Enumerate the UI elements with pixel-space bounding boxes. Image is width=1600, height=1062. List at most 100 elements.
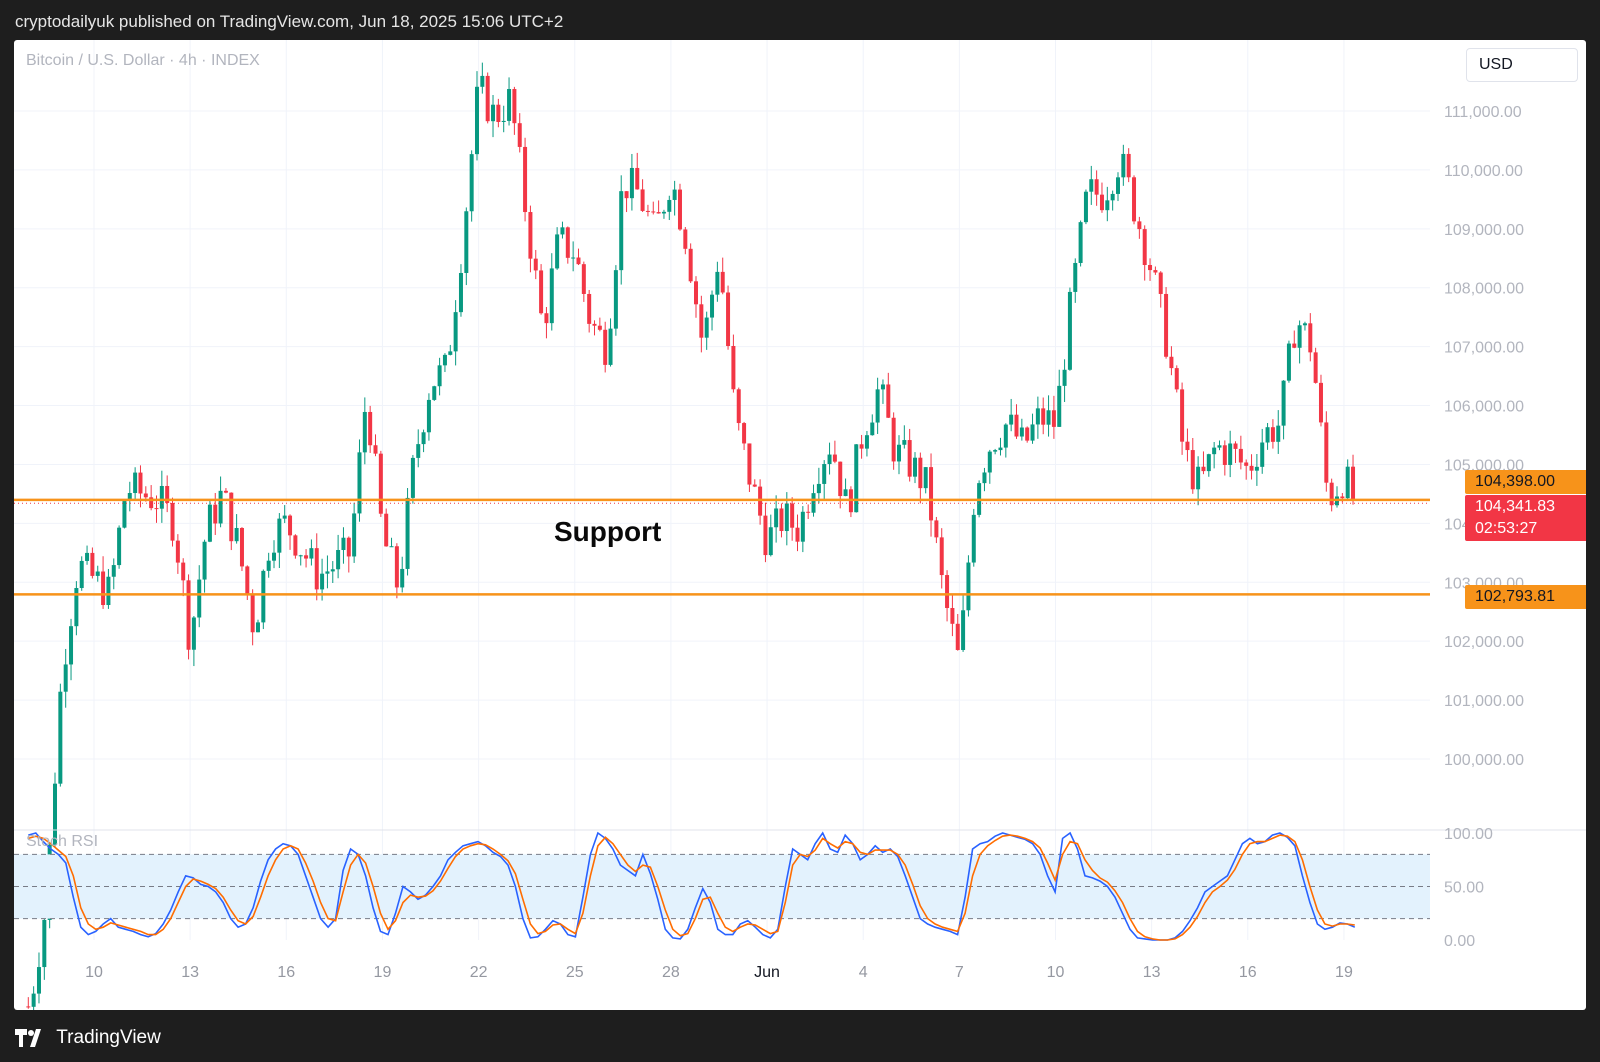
candle-body [410,457,415,498]
candle-body [1260,442,1265,467]
candle-body [1078,222,1083,263]
candle-body [389,546,394,548]
x-tick-label: 13 [181,964,199,981]
candle-body [341,537,346,551]
candle-body [1238,448,1243,463]
candle-body [1228,443,1233,465]
candle-body [918,457,923,489]
candle-body [923,467,928,489]
x-tick-label: 28 [662,964,680,981]
candle-body [378,453,383,514]
candle-body [336,550,341,570]
candle-body [993,450,998,452]
candle-body [133,472,138,494]
candle-body [832,454,837,462]
candle-body [362,411,367,453]
candle-body [651,211,656,213]
candle-body [1340,496,1345,499]
candle-body [945,575,950,609]
candle-body [715,271,720,295]
x-tick-label: 22 [470,964,488,981]
candle-body [1201,466,1206,472]
candle-body [1041,408,1046,425]
candle-body [1009,414,1014,425]
candle-body [1233,443,1238,449]
candle-body [806,511,811,513]
candle-body [523,146,528,213]
candle-body [469,154,474,212]
candle-body [875,389,880,423]
candle-body [747,443,752,485]
candle-body [448,351,453,355]
candles-group [26,62,1356,1010]
chart-canvas[interactable]: 100,000.00101,000.00102,000.00103,000.00… [14,40,1586,1010]
candle-body [955,623,960,650]
candle-body [838,461,843,497]
candle-body [357,452,362,514]
candle-body [368,411,373,446]
x-tick-label: Jun [754,964,780,981]
candle-body [277,518,282,553]
candle-body [1014,414,1019,437]
candle-body [629,167,634,199]
candle-body [1345,466,1350,499]
candle-body [864,435,869,449]
current-price-value: 104,341.83 [1475,498,1556,515]
candle-body [1217,445,1222,448]
candle-body [1025,427,1030,441]
candle-body [474,86,479,155]
candle-body [768,527,773,556]
candle-body [950,608,955,624]
candle-body [699,304,704,338]
candle-body [635,167,640,190]
x-tick-label: 25 [566,964,584,981]
rsi-tick-label: 50.00 [1444,880,1484,897]
candle-body [987,451,992,473]
candle-body [149,497,154,509]
candle-body [250,594,255,633]
candle-body [1190,450,1195,490]
candle-body [458,272,463,313]
candle-body [672,189,677,200]
candle-body [581,264,586,294]
candle-body [539,270,544,314]
x-tick-label: 10 [1047,964,1065,981]
candle-body [181,562,186,581]
candle-body [774,508,779,528]
candle-body [1105,200,1110,211]
candle-body [1212,447,1217,455]
candle-body [1142,229,1147,266]
candle-body [1297,325,1302,348]
candle-body [197,579,202,618]
candle-body [1276,425,1281,442]
candle-body [507,89,512,121]
y-tick-label: 111,000.00 [1444,104,1522,121]
candle-body [1329,482,1334,506]
currency-button[interactable]: USD [1466,48,1578,82]
candle-body [1067,291,1072,370]
candle-body [1046,410,1051,425]
candle-body [437,365,442,387]
candle-body [298,555,303,557]
candle-body [111,565,116,577]
publish-header: cryptodailyuk published on TradingView.c… [15,12,564,31]
x-tick-label: 10 [85,964,103,981]
candle-body [272,552,277,561]
candle-body [1148,265,1153,271]
candle-body [667,199,672,212]
candle-body [1174,368,1179,390]
candle-body [1222,445,1227,465]
candle-body [694,281,699,305]
footer-brand[interactable]: TradingView [15,1024,161,1052]
candle-body [1003,424,1008,448]
candle-body [170,502,175,541]
candle-body [1318,382,1323,423]
candle-body [464,211,469,273]
candle-body [74,588,79,627]
candle-body [1324,422,1329,483]
x-tick-label: 16 [1239,964,1257,981]
candle-body [934,520,939,538]
y-tick-label: 100,000.00 [1444,752,1524,769]
candle-body [491,104,496,122]
candle-body [143,493,148,498]
